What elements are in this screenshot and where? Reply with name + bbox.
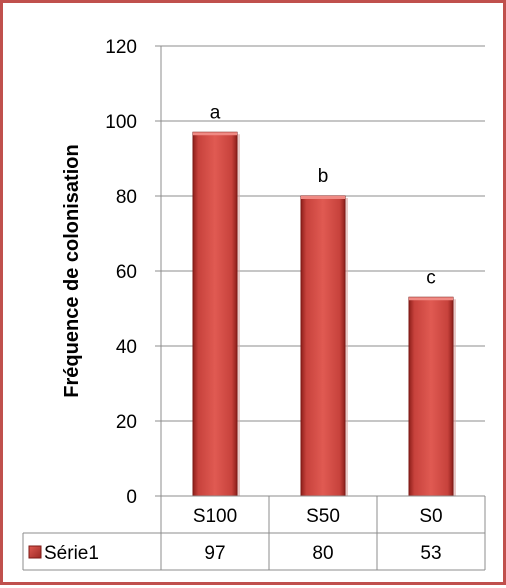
y-tick-label: 40 [116,337,137,358]
data-table: S100 97 S50 80 S0 53 Série1 [22,495,486,571]
data-table-value: 97 [204,543,225,564]
y-axis: 0 20 40 60 80 100 120 [105,37,162,508]
data-table-value: 53 [420,543,441,564]
bar [192,131,238,497]
significance-label: c [426,267,436,288]
y-tick-label: 80 [116,187,137,208]
y-tick-label: 60 [116,262,137,283]
significance-labels: a b c [210,102,436,288]
bar-top-highlight [193,132,237,136]
data-table-value: 80 [312,543,333,564]
y-tick-label: 120 [105,37,137,58]
x-category-label: S0 [419,506,442,527]
y-tick-label: 20 [116,412,137,433]
x-category-label: S100 [193,506,237,527]
bars [192,131,456,497]
y-axis-label: Fréquence de colonisation [61,144,83,397]
legend-label: Série1 [44,543,99,564]
y-tick-label: 0 [126,487,137,508]
bar-chart: 0 20 40 60 80 100 120 a b c S100 97 S50 80 S0 53 Série… [22,37,486,571]
bar-top-highlight [301,196,345,199]
bar-top-highlight [409,297,453,301]
significance-label: b [318,166,329,187]
y-tick-label: 100 [105,112,137,133]
x-category-label: S50 [306,506,340,527]
significance-label: a [210,102,221,123]
bar [300,195,346,497]
bar [408,296,454,497]
legend-swatch [28,545,42,559]
